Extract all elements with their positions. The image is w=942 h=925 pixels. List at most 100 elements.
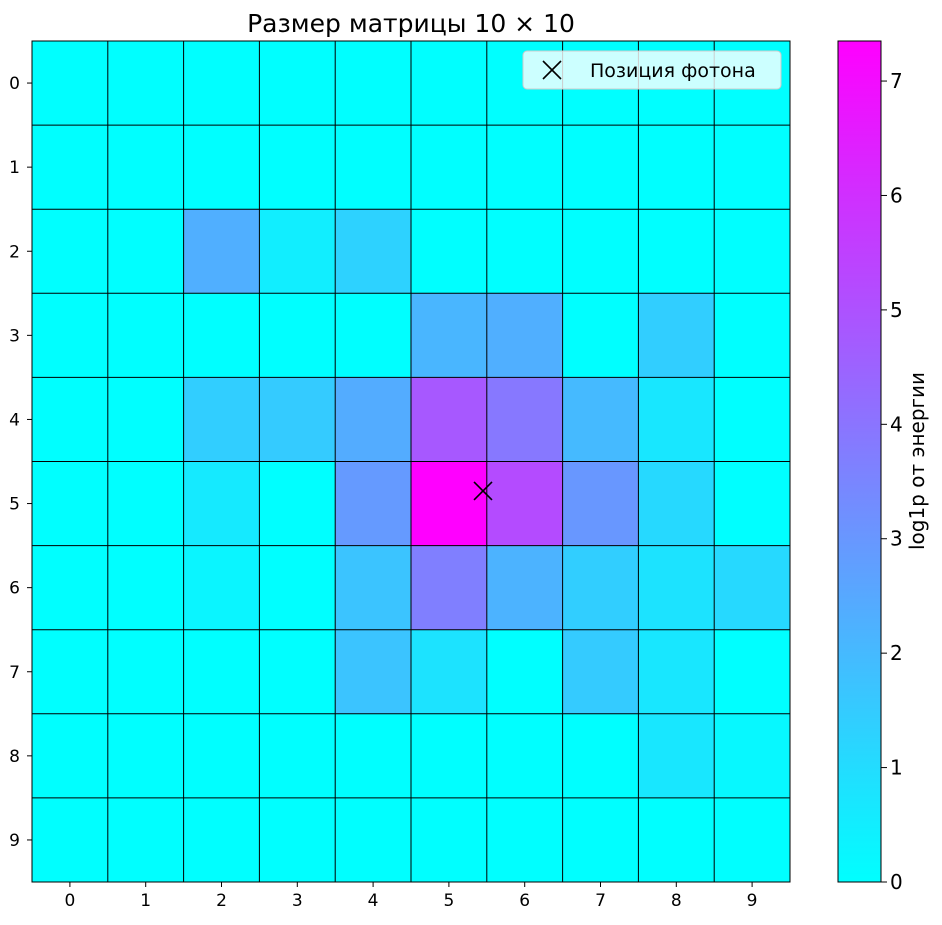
heatmap-cell (259, 125, 336, 210)
heatmap-cell (107, 461, 185, 547)
x-tick-label: 9 (747, 891, 758, 911)
colorbar-gradient (837, 40, 882, 883)
colorbar-tick-label: 5 (890, 298, 903, 322)
heatmap-cell (638, 377, 715, 462)
colorbar-tick-label: 7 (890, 69, 903, 93)
x-tick-label: 7 (595, 891, 606, 911)
heatmap-cell (107, 125, 185, 210)
heatmap-cell (638, 629, 715, 715)
heatmap-cell (562, 713, 639, 799)
heatmap-cell (107, 293, 185, 378)
heatmap-cell (335, 629, 412, 715)
heatmap-cell (183, 377, 260, 462)
colorbar-tick-label: 1 (890, 756, 903, 780)
heatmap-cell (638, 125, 715, 210)
heatmap-cell (411, 209, 488, 294)
heatmap-cell (714, 461, 791, 547)
heatmap-cell (562, 461, 639, 547)
heatmap-cell (562, 125, 639, 210)
heatmap-cell (107, 629, 185, 715)
legend-x-marker (542, 60, 562, 80)
heatmap-cell (486, 125, 564, 210)
heatmap-cell (714, 125, 791, 210)
x-tick-label: 6 (519, 891, 530, 911)
heatmap-cell (183, 293, 260, 378)
heatmap-cell (335, 41, 412, 126)
heatmap-cell (411, 545, 488, 631)
heatmap-cell (486, 377, 564, 462)
heatmap-cell (259, 377, 336, 462)
heatmap-cell (486, 293, 564, 378)
heatmap-cells (32, 41, 791, 883)
x-tick-label: 5 (443, 891, 454, 911)
heatmap-cell (183, 461, 260, 547)
heatmap-cell (562, 629, 639, 715)
heatmap-cell (714, 797, 791, 883)
heatmap-cell (335, 545, 412, 631)
heatmap-cell (411, 377, 488, 462)
y-tick-label: 6 (9, 579, 20, 599)
colorbar-tick-label: 0 (890, 870, 903, 894)
heatmap-cell (638, 797, 715, 883)
heatmap-cell (183, 41, 260, 126)
heatmap-cell (411, 629, 488, 715)
heatmap-cell (107, 41, 185, 126)
heatmap-cell (486, 797, 564, 883)
heatmap-cell (335, 125, 412, 210)
chart-title: Размер матрицы 10 × 10 (247, 9, 575, 38)
heatmap-cell (32, 545, 109, 631)
heatmap-cell (486, 545, 564, 631)
y-tick-label: 4 (9, 410, 20, 430)
heatmap-cell (562, 545, 639, 631)
colorbar-tick-label: 4 (890, 412, 903, 436)
heatmap-cell (183, 713, 260, 799)
legend: Позиция фотона (522, 50, 782, 90)
heatmap-cell (562, 797, 639, 883)
x-tick-label: 3 (292, 891, 303, 911)
colorbar-tick-label: 2 (890, 641, 903, 665)
colorbar-ticks: 0 1 2 3 4 5 6 7 (881, 69, 903, 894)
heatmap-cell (259, 41, 336, 126)
heatmap-cell (259, 209, 336, 294)
grid-lines (32, 41, 790, 882)
heatmap-cell (259, 461, 336, 547)
heatmap-cell (183, 125, 260, 210)
plot-frame (31, 40, 791, 883)
heatmap-cell (411, 125, 488, 210)
photon-marker-stroke (473, 481, 493, 501)
heatmap-cell (714, 545, 791, 631)
heatmap-cell (107, 545, 185, 631)
heatmap-cell (714, 293, 791, 378)
heatmap-cell (335, 461, 412, 547)
heatmap-cell (714, 629, 791, 715)
legend-box (522, 50, 782, 90)
y-tick-label: 5 (9, 495, 20, 515)
heatmap-cell (107, 713, 185, 799)
heatmap-cell (486, 629, 564, 715)
heatmap-cell (107, 797, 185, 883)
heatmap-cell (638, 545, 715, 631)
y-tick-label: 7 (9, 663, 20, 683)
heatmap-cell (638, 461, 715, 547)
heatmap-cell (259, 629, 336, 715)
photon-marker (473, 481, 493, 501)
y-tick-label: 0 (9, 74, 20, 94)
y-tick-label: 2 (9, 242, 20, 262)
heatmap-cell (32, 209, 109, 294)
heatmap-cell (183, 629, 260, 715)
heatmap-cell (32, 713, 109, 799)
heatmap-cell (562, 293, 639, 378)
heatmap-cell (411, 41, 488, 126)
heatmap-cell (714, 377, 791, 462)
x-tick-label: 2 (216, 891, 227, 911)
y-axis: 0 1 2 3 4 5 6 7 8 9 (9, 74, 32, 851)
heatmap-cell (32, 41, 109, 126)
heatmap-cell (107, 377, 185, 462)
heatmap-cell (411, 293, 488, 378)
heatmap-cell (32, 377, 109, 462)
heatmap-cell (335, 293, 412, 378)
heatmap-cell (486, 461, 564, 547)
heatmap-cell (714, 713, 791, 799)
heatmap-cell (107, 209, 185, 294)
